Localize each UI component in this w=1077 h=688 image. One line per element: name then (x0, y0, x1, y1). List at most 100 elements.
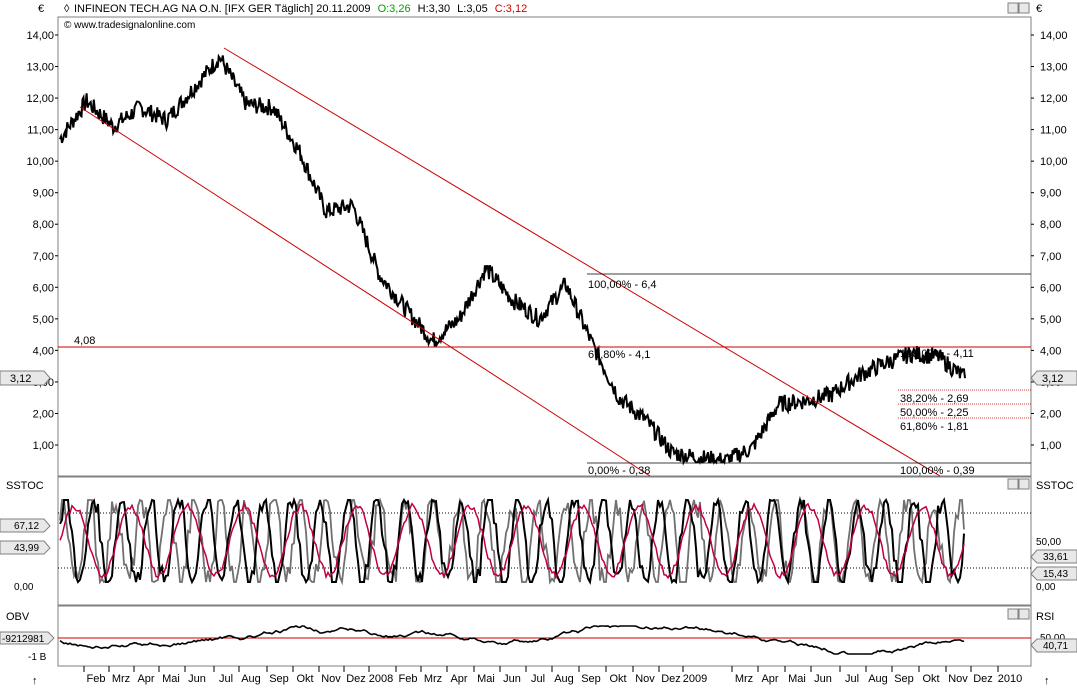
open-value: O:3,26 (378, 3, 411, 15)
sstoc-tick-0-left: 0,00 (14, 582, 34, 593)
price-tick-label: 12,00 (1040, 93, 1068, 105)
price-tick-label: 8,00 (1040, 219, 1061, 231)
price-tick-label: 9,00 (33, 188, 54, 200)
sstoc-fast-line (59, 496, 965, 586)
fib-right-50-label: 50,00% - 2,25 (900, 407, 969, 419)
obv-tick-left: -1 B (28, 652, 47, 663)
month-label: Okt (609, 673, 626, 685)
month-label: Jun (814, 673, 832, 685)
sstoc-marker-left-1: 67,12 (0, 518, 51, 533)
month-label: Mrz (424, 673, 442, 685)
last-price-marker-left: 3,12 (0, 370, 51, 386)
sstoc-marker-right-2: 15,43 (1030, 566, 1077, 581)
price-axis-left: 14,00 13,00 12,00 11,00 10,00 9,00 8,00 7,00 6,0… (26, 30, 58, 452)
price-tick-label: 6,00 (33, 282, 54, 294)
price-tick-label: 11,00 (1040, 125, 1067, 137)
month-label: Jun (188, 673, 206, 685)
month-label: Apr (761, 673, 778, 685)
price-tick-label: 13,00 (1040, 62, 1068, 74)
support-label: 4,08 (74, 335, 95, 347)
last-price-marker-right: 3,12 (1030, 370, 1077, 386)
price-tick-label: 2,00 (33, 408, 54, 420)
fib-left-618-label: 61,80% - 4,1 (588, 349, 650, 361)
obv-series-line (59, 625, 965, 655)
channel-upper-line (223, 47, 941, 477)
sstoc-panel-frame (57, 476, 1032, 606)
obv-label[interactable]: OBV (6, 611, 30, 623)
price-panel-frame (57, 16, 1032, 477)
month-label: Nov (321, 673, 341, 685)
rsi-marker-right: 40,71 (1030, 638, 1077, 653)
month-label: Nov (948, 673, 968, 685)
month-axis: Feb Mrz Apr Mai Jun Jul Aug Sep Okt Nov Dez 2008 Feb… (83, 666, 1022, 685)
month-label: Mai (477, 673, 495, 685)
window-buttons[interactable] (1007, 2, 1030, 620)
month-label: Dez (973, 673, 993, 685)
price-tick-label: 12,00 (26, 93, 54, 105)
sstoc-signal-line (59, 501, 965, 580)
price-tick-label: 10,00 (26, 156, 54, 168)
sstoc-label-left[interactable]: SSTOC (6, 480, 44, 492)
month-label: Sep (581, 673, 601, 685)
close-value: C:3,12 (495, 3, 527, 15)
scroll-right-arrow-icon[interactable]: ↑ (1044, 675, 1050, 687)
price-tick-label: 6,00 (1040, 282, 1061, 294)
price-tick-label: 14,00 (26, 30, 54, 42)
pin-icon[interactable]: ◊ (64, 3, 70, 15)
price-tick-label: 13,00 (26, 62, 54, 74)
price-tick-label: 2,00 (1040, 408, 1061, 420)
month-label: Mai (162, 673, 180, 685)
month-label: Aug (868, 673, 888, 685)
price-tick-label: 11,00 (27, 125, 54, 137)
price-tick-label: 7,00 (1040, 251, 1061, 263)
fib-right-618-label: 61,80% - 1,81 (900, 421, 969, 433)
svg-text:43,99: 43,99 (14, 543, 39, 554)
scroll-left-arrow-icon[interactable]: ↑ (32, 675, 38, 687)
price-tick-label: 14,00 (1040, 30, 1068, 42)
price-tick-label: 8,00 (33, 219, 54, 231)
month-label: Mai (788, 673, 806, 685)
sstoc-marker-right-1: 33,61 (1030, 549, 1077, 564)
svg-text:3,12: 3,12 (1042, 373, 1063, 385)
month-label: Mrz (112, 673, 130, 685)
low-value: L:3,05 (457, 3, 488, 15)
month-label: Dez (661, 673, 681, 685)
month-label: Feb (399, 673, 418, 685)
svg-text:15,43: 15,43 (1043, 569, 1068, 580)
fib-left-0-label: 0,00% - 0,38 (588, 465, 650, 477)
month-label: Apr (137, 673, 154, 685)
month-label: Aug (241, 673, 261, 685)
price-tick-label: 5,00 (1040, 314, 1061, 326)
month-label: Okt (296, 673, 313, 685)
month-label: 2010 (998, 673, 1022, 685)
price-tick-label: 1,00 (1040, 440, 1061, 452)
fib-right-382-label: 38,20% - 2,69 (900, 393, 969, 405)
high-value: H:3,30 (418, 3, 450, 15)
month-label: Okt (922, 673, 939, 685)
month-label: Feb (87, 673, 106, 685)
month-label: Jul (845, 673, 859, 685)
fib-left-100-label: 100,00% - 6,4 (588, 279, 657, 291)
fib-right-0-label: 100,00% - 0,39 (900, 465, 975, 477)
channel-lower-line (79, 106, 651, 477)
month-label: Sep (269, 673, 289, 685)
month-label: Jul (531, 673, 545, 685)
price-series-line (59, 53, 966, 466)
month-label: Aug (554, 673, 574, 685)
currency-left: € (38, 3, 44, 15)
month-label: Nov (635, 673, 655, 685)
month-label: Sep (894, 673, 914, 685)
svg-text:33,61: 33,61 (1043, 552, 1068, 563)
price-tick-label: 4,00 (1040, 345, 1061, 357)
price-tick-label: 5,00 (33, 314, 54, 326)
rsi-label[interactable]: RSI (1036, 611, 1054, 623)
obv-panel-frame (57, 605, 1032, 667)
month-label: 2008 (369, 673, 393, 685)
obv-marker-left: -9212981 (0, 631, 55, 645)
sstoc-tick-0-right: 0,00 (1036, 582, 1056, 593)
price-axis-right: 14,00 13,00 12,00 11,00 10,00 9,00 8,00 7,00 6,0… (1031, 30, 1068, 452)
month-label: Jun (503, 673, 521, 685)
fib-right-100-label: 100,00% - 4,11 (900, 348, 974, 360)
month-label: Dez (346, 673, 366, 685)
sstoc-label-right[interactable]: SSTOC (1036, 480, 1074, 492)
